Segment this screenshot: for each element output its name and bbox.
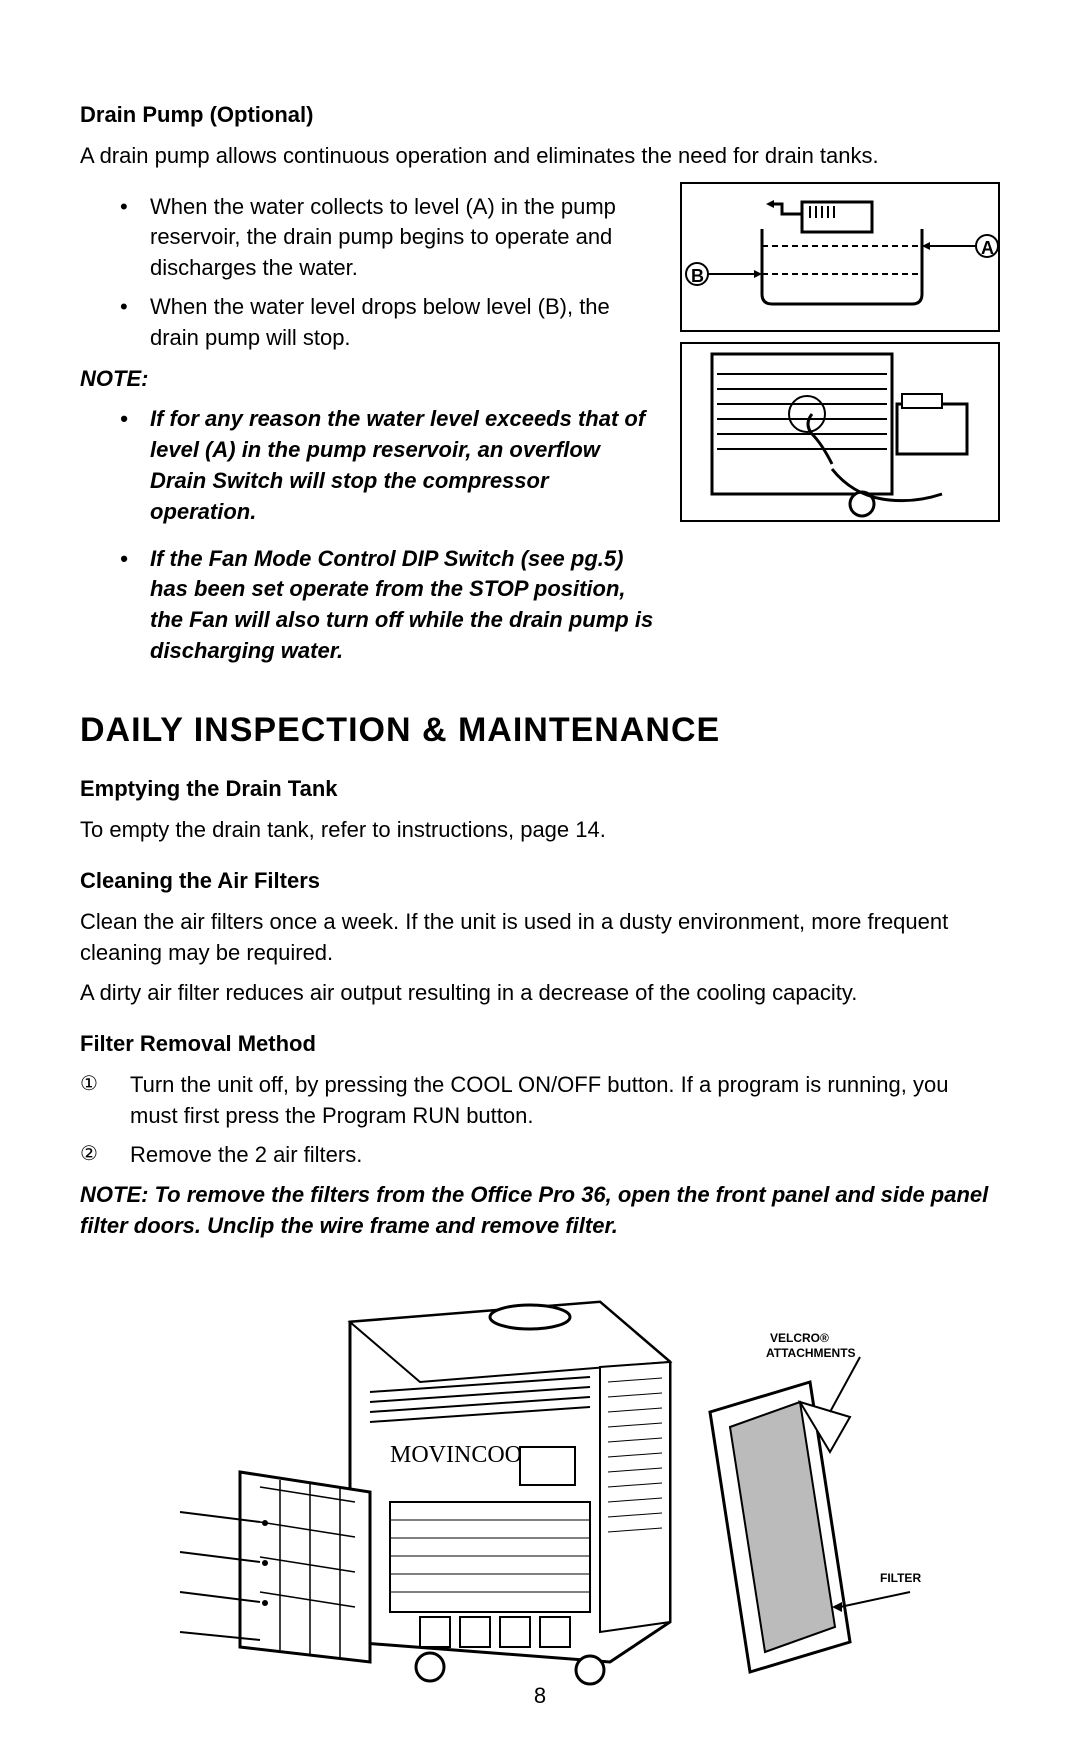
bullet-text: If the Fan Mode Control DIP Switch (see … — [150, 546, 653, 663]
step-marker: ① — [80, 1070, 98, 1098]
empty-tank-body: To empty the drain tank, refer to instru… — [80, 815, 1000, 846]
label-a: A — [981, 236, 994, 261]
drain-pump-row: When the water collects to level (A) in … — [80, 182, 1000, 677]
drain-pump-text-col: When the water collects to level (A) in … — [80, 182, 660, 677]
step-text: Turn the unit off, by pressing the COOL … — [130, 1072, 948, 1128]
reservoir-diagram: A B — [680, 182, 1000, 332]
reservoir-svg — [682, 184, 1002, 334]
filter-removal-note: NOTE: To remove the filters from the Off… — [80, 1180, 1000, 1242]
list-item: ② Remove the 2 air filters. — [80, 1140, 1000, 1171]
list-item: When the water collects to level (A) in … — [120, 192, 660, 284]
bullet-text: When the water collects to level (A) in … — [150, 194, 616, 281]
list-item: When the water level drops below level (… — [120, 292, 660, 354]
filter-removal-heading: Filter Removal Method — [80, 1029, 1000, 1060]
page-number: 8 — [0, 1681, 1080, 1712]
note-bullets: If for any reason the water level exceed… — [80, 404, 660, 666]
clean-filters-heading: Cleaning the Air Filters — [80, 866, 1000, 897]
attachments-label: ATTACHMENTS — [766, 1346, 856, 1360]
label-b: B — [691, 264, 704, 289]
list-item: If for any reason the water level exceed… — [120, 404, 660, 527]
daily-inspection-heading: DAILY INSPECTION & MAINTENANCE — [80, 707, 1000, 755]
step-marker: ② — [80, 1140, 98, 1168]
drain-pump-intro: A drain pump allows continuous operation… — [80, 141, 1000, 172]
unit-illustration: MOVINCOOL — [80, 1262, 1000, 1702]
list-item: ① Turn the unit off, by pressing the COO… — [80, 1070, 1000, 1132]
list-item: If the Fan Mode Control DIP Switch (see … — [120, 544, 660, 667]
unit-pump-diagram — [680, 342, 1000, 522]
drain-pump-figures: A B — [680, 182, 1000, 677]
bullet-text: When the water level drops below level (… — [150, 294, 610, 350]
unit-pump-svg — [682, 344, 1002, 524]
clean-filters-p2: A dirty air filter reduces air output re… — [80, 978, 1000, 1009]
clean-filters-p1: Clean the air filters once a week. If th… — [80, 907, 1000, 969]
drain-pump-section: Drain Pump (Optional) A drain pump allow… — [80, 100, 1000, 677]
drain-pump-heading: Drain Pump (Optional) — [80, 100, 1000, 131]
drain-pump-bullets: When the water collects to level (A) in … — [80, 192, 660, 354]
step-text: Remove the 2 air filters. — [130, 1142, 362, 1167]
brand-text: MOVINCOOL — [390, 1442, 537, 1468]
filter-label: FILTER — [880, 1571, 921, 1585]
unit-illustration-svg: MOVINCOOL — [130, 1262, 950, 1702]
bullet-text: If for any reason the water level exceed… — [150, 406, 645, 523]
velcro-label: VELCRO® — [770, 1331, 829, 1345]
filter-removal-steps: ① Turn the unit off, by pressing the COO… — [80, 1070, 1000, 1170]
note-label: NOTE: — [80, 364, 660, 395]
empty-tank-heading: Emptying the Drain Tank — [80, 774, 1000, 805]
